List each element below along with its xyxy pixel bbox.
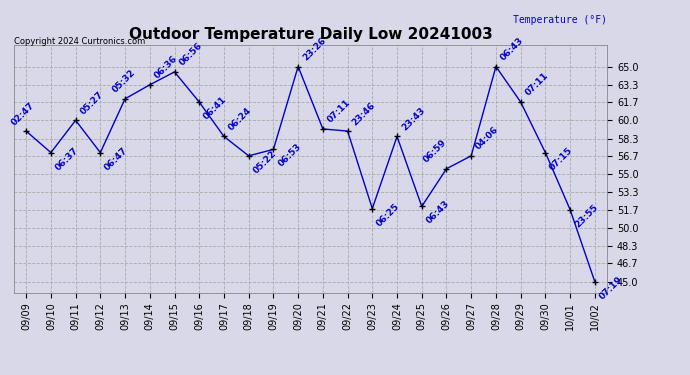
- Text: 05:27: 05:27: [79, 90, 105, 116]
- Text: 06:43: 06:43: [499, 36, 525, 62]
- Text: 04:06: 04:06: [474, 125, 500, 152]
- Text: 06:53: 06:53: [276, 142, 303, 169]
- Text: 05:32: 05:32: [111, 68, 138, 94]
- Text: 06:41: 06:41: [202, 95, 228, 122]
- Text: 06:43: 06:43: [424, 199, 451, 226]
- Text: 06:25: 06:25: [375, 201, 402, 228]
- Text: 23:46: 23:46: [351, 100, 377, 127]
- Text: 23:26: 23:26: [301, 36, 328, 62]
- Text: 07:11: 07:11: [326, 98, 353, 125]
- Text: Temperature (°F): Temperature (°F): [513, 15, 607, 25]
- Text: 23:55: 23:55: [573, 202, 600, 229]
- Text: Copyright 2024 Curtronics.com: Copyright 2024 Curtronics.com: [14, 38, 145, 46]
- Text: 06:24: 06:24: [227, 106, 253, 132]
- Text: 06:36: 06:36: [152, 54, 179, 81]
- Text: 07:19: 07:19: [598, 274, 624, 301]
- Text: 06:37: 06:37: [54, 146, 80, 172]
- Text: 07:11: 07:11: [524, 71, 550, 98]
- Title: Outdoor Temperature Daily Low 20241003: Outdoor Temperature Daily Low 20241003: [128, 27, 493, 42]
- Text: 05:22: 05:22: [251, 149, 278, 175]
- Text: 06:59: 06:59: [422, 138, 448, 165]
- Text: 06:56: 06:56: [177, 41, 204, 68]
- Text: 23:43: 23:43: [400, 106, 426, 132]
- Text: 07:15: 07:15: [548, 146, 575, 172]
- Text: 02:47: 02:47: [10, 100, 36, 127]
- Text: 06:47: 06:47: [103, 146, 130, 172]
